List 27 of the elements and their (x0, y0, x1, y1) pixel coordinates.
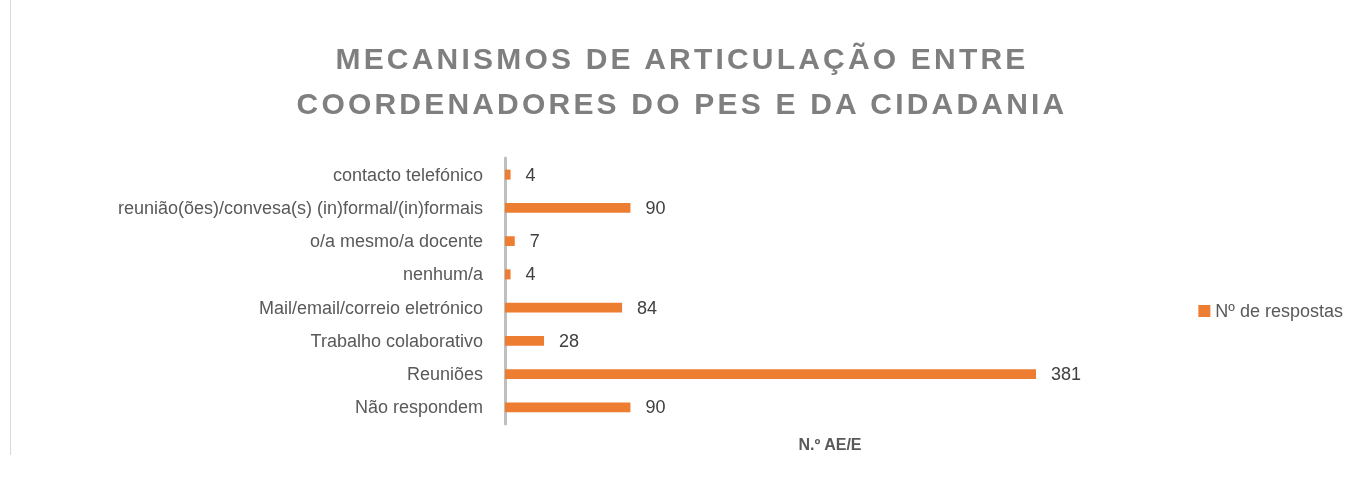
bar (505, 169, 511, 180)
bar (505, 302, 623, 313)
data-label: 7 (529, 231, 540, 252)
data-label: 84 (637, 297, 658, 318)
bar (505, 202, 631, 213)
bar (505, 269, 511, 280)
y-tick-label: Trabalho colaborativo (310, 330, 483, 351)
y-tick-label: Não respondem (354, 397, 483, 418)
y-tick-label: o/a mesmo/a docente (309, 231, 483, 252)
legend-label: Nº de respostas (1215, 301, 1344, 321)
chart-title: MECANISMOS DE ARTICULAÇÃO ENTRE COORDENADORES DO PES E DA CIDADANIA (295, 41, 1069, 122)
data-label: 4 (525, 164, 536, 185)
data-label: 28 (559, 330, 580, 351)
x-axis-title: N.º AE/E (798, 435, 862, 453)
y-tick-label: contacto telefónico (332, 164, 483, 185)
bar (505, 335, 545, 346)
bar (505, 402, 631, 413)
data-label: 90 (645, 397, 666, 418)
y-tick-label: reunião(ões)/convesa(s) (in)formal/(in)formais (117, 197, 483, 218)
y-tick-label: Reuniões (406, 364, 483, 385)
data-label: 90 (645, 197, 666, 218)
bar (505, 236, 515, 247)
y-tick-label: nenhum/a (402, 264, 484, 285)
bar (505, 369, 1036, 380)
y-tick-label: Mail/email/correio eletrónico (258, 297, 483, 318)
data-label: 381 (1051, 364, 1082, 385)
data-label: 4 (525, 264, 536, 285)
